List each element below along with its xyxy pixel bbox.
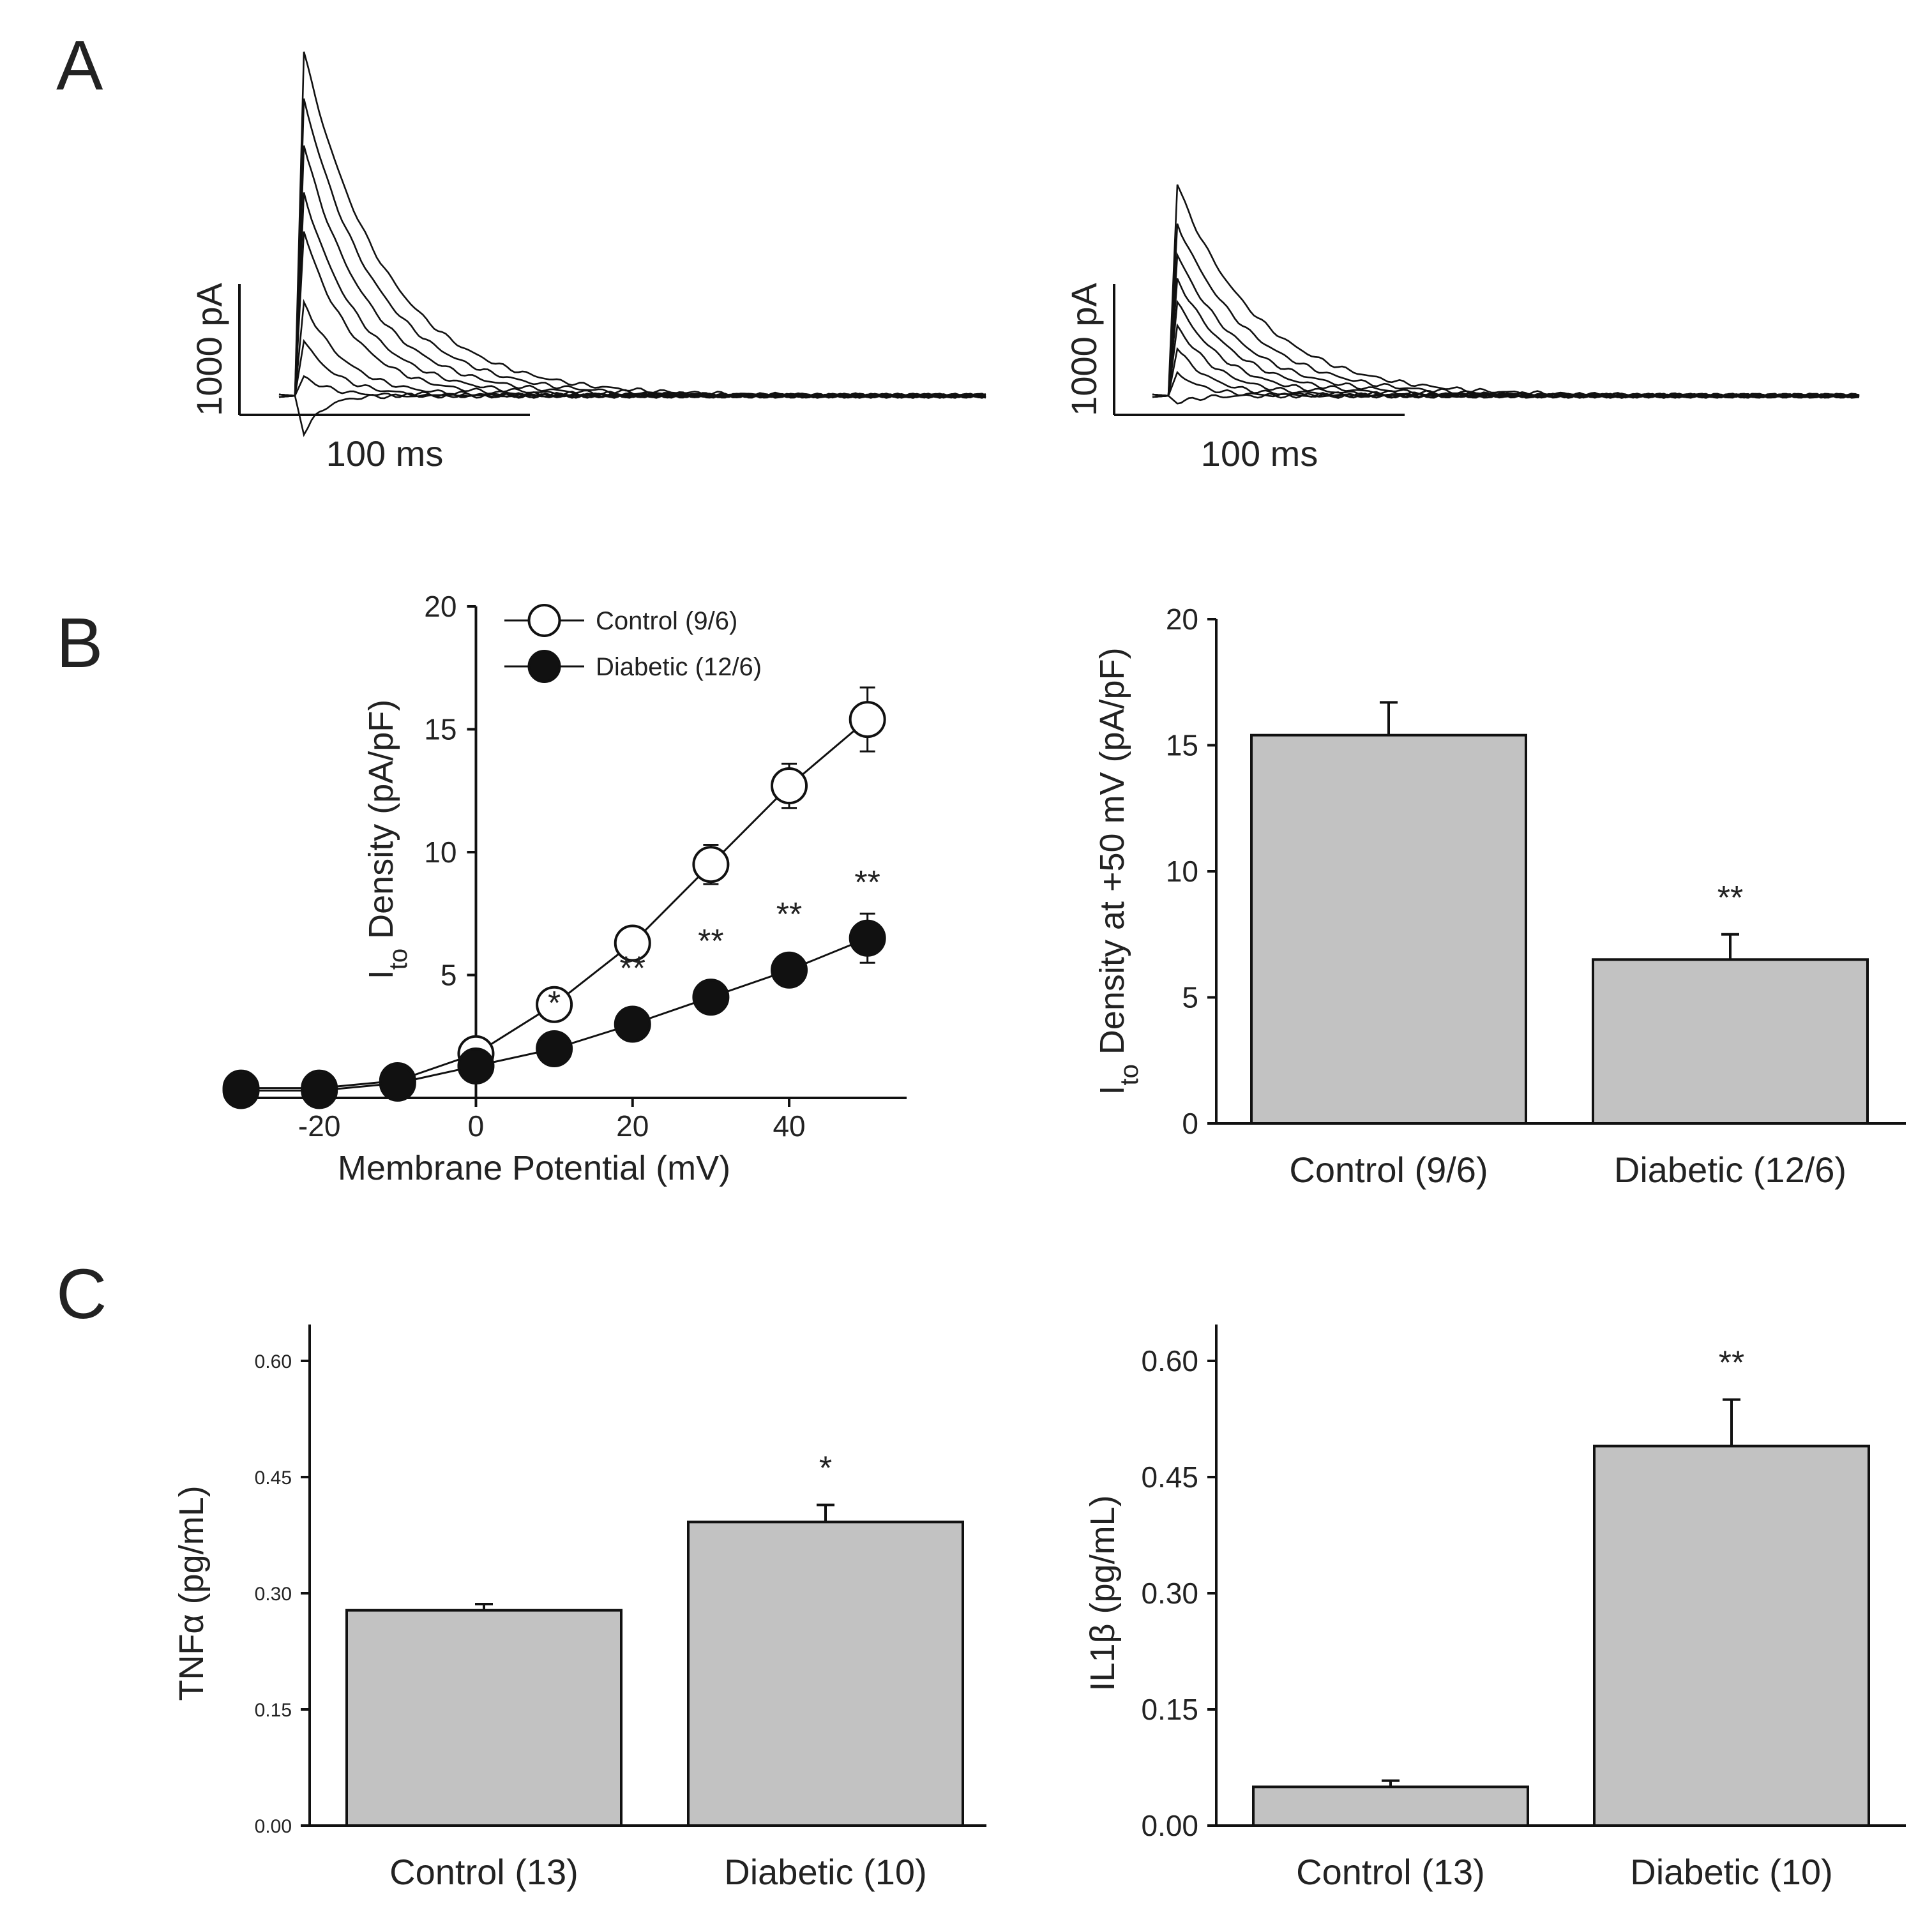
scalebar-x-label: 100 ms bbox=[1201, 433, 1318, 474]
category-label: Control (13) bbox=[1296, 1852, 1485, 1892]
x-axis-label: Membrane Potential (mV) bbox=[338, 1149, 730, 1187]
bar bbox=[687, 1520, 964, 1827]
y-tick-label: 5 bbox=[441, 959, 457, 992]
current-trace bbox=[278, 51, 986, 399]
data-point bbox=[771, 951, 808, 989]
y-axis-label-rest: Density (pA/pF) bbox=[362, 700, 400, 949]
significance-marker: ** bbox=[1719, 1345, 1744, 1382]
current-trace bbox=[278, 231, 986, 399]
bar bbox=[1593, 1445, 1870, 1827]
x-tick-label: 20 bbox=[616, 1109, 649, 1143]
y-tick-label: 0.15 bbox=[1141, 1693, 1198, 1726]
bar bbox=[1592, 958, 1869, 1125]
y-tick-label: 0.00 bbox=[255, 1816, 292, 1837]
y-tick-label: 10 bbox=[1166, 855, 1198, 888]
panel-letter-c: C bbox=[56, 1255, 107, 1333]
y-tick-label: 15 bbox=[424, 713, 457, 746]
chart-b-right: 0 5 10 15 20 Control (9/6) Diabetic (12/6) ** It… bbox=[1093, 603, 1906, 1190]
chart-c-left: 0.00 0.15 0.30 0.45 0.60 Control (13) Diabetic… bbox=[172, 1325, 986, 1892]
significance-marker: ** bbox=[1717, 880, 1743, 917]
chart-a-left: 1000 pA 100 ms bbox=[189, 51, 986, 474]
category-label: Control (13) bbox=[389, 1852, 578, 1892]
chart-b-left: -20 0 20 40 5 10 15 20 Membrane Potential (mV) It… bbox=[222, 590, 907, 1187]
significance-marker: ** bbox=[776, 896, 802, 933]
y-tick-label: 0.45 bbox=[255, 1467, 292, 1489]
y-axis-label-sub: to bbox=[384, 949, 412, 970]
y-axis-label-main: I bbox=[1093, 1086, 1131, 1095]
category-label: Control (9/6) bbox=[1289, 1150, 1488, 1190]
y-tick-label: 10 bbox=[424, 836, 457, 869]
data-point bbox=[849, 701, 886, 739]
y-tick-label: 20 bbox=[424, 590, 457, 623]
y-tick-label: 0.15 bbox=[255, 1700, 292, 1721]
y-axis-label: Ito Density at +50 mV (pA/pF) bbox=[1093, 647, 1143, 1095]
legend-marker bbox=[527, 650, 561, 683]
x-tick-label: 0 bbox=[468, 1109, 485, 1143]
y-tick-label: 0.60 bbox=[1141, 1344, 1198, 1377]
data-point bbox=[222, 1072, 260, 1109]
data-point bbox=[536, 986, 573, 1023]
x-tick-label: -20 bbox=[298, 1109, 340, 1143]
current-trace bbox=[1152, 223, 1860, 399]
y-tick-label: 5 bbox=[1182, 981, 1198, 1014]
y-tick-label: 0.60 bbox=[255, 1351, 292, 1372]
panel-letter-a: A bbox=[56, 26, 103, 105]
significance-marker: * bbox=[548, 985, 561, 1022]
significance-marker: ** bbox=[698, 923, 723, 960]
y-tick-label: 0.30 bbox=[255, 1584, 292, 1605]
category-label: Diabetic (10) bbox=[1630, 1852, 1832, 1892]
data-point bbox=[614, 924, 651, 962]
current-trace bbox=[1152, 184, 1860, 399]
data-point bbox=[301, 1072, 338, 1109]
data-point bbox=[771, 767, 808, 805]
y-tick-label: 0.30 bbox=[1141, 1577, 1198, 1610]
y-tick-label: 0 bbox=[1182, 1107, 1198, 1140]
x-tick-label: 40 bbox=[773, 1109, 805, 1143]
bar bbox=[345, 1609, 623, 1828]
current-trace bbox=[1152, 278, 1860, 399]
current-trace bbox=[1152, 323, 1860, 399]
data-point bbox=[849, 919, 886, 957]
bar bbox=[1252, 1785, 1529, 1827]
y-axis-label-rest: Density at +50 mV (pA/pF) bbox=[1093, 647, 1131, 1064]
y-tick-label: 0.45 bbox=[1141, 1460, 1198, 1494]
chart-a-right: 1000 pA 100 ms bbox=[1064, 184, 1860, 474]
legend-label: Diabetic (12/6) bbox=[596, 653, 762, 681]
significance-marker: * bbox=[819, 1450, 832, 1487]
current-trace bbox=[278, 192, 986, 399]
scalebar-y-label: 1000 pA bbox=[189, 283, 229, 416]
data-point bbox=[692, 846, 730, 883]
category-label: Diabetic (12/6) bbox=[1614, 1150, 1846, 1190]
y-axis-label-main: I bbox=[362, 970, 400, 979]
panel-letter-b: B bbox=[56, 604, 103, 682]
scalebar-x-label: 100 ms bbox=[326, 433, 444, 474]
scalebar-y-label: 1000 pA bbox=[1064, 283, 1104, 416]
y-tick-label: 0.00 bbox=[1141, 1809, 1198, 1842]
y-tick-label: 20 bbox=[1166, 603, 1198, 636]
data-point bbox=[614, 1005, 651, 1043]
current-trace bbox=[278, 299, 986, 399]
legend-label: Control (9/6) bbox=[596, 607, 737, 635]
data-point bbox=[379, 1064, 416, 1102]
y-axis-label-sub: to bbox=[1115, 1064, 1143, 1085]
data-point bbox=[536, 1030, 573, 1067]
y-tick-label: 15 bbox=[1166, 729, 1198, 762]
current-trace bbox=[278, 145, 986, 399]
y-axis-label: Ito Density (pA/pF) bbox=[362, 700, 412, 979]
category-label: Diabetic (10) bbox=[724, 1852, 926, 1892]
data-point bbox=[692, 979, 730, 1016]
chart-c-right: 0.00 0.15 0.30 0.45 0.60 Control (13) Diabetic… bbox=[1083, 1325, 1906, 1892]
significance-marker: ** bbox=[854, 864, 880, 901]
legend-marker bbox=[527, 604, 561, 637]
data-point bbox=[457, 1047, 495, 1085]
significance-marker: ** bbox=[620, 950, 645, 987]
y-axis-label: IL1β (pg/mL) bbox=[1083, 1495, 1122, 1691]
current-trace bbox=[278, 98, 986, 399]
y-axis-label: TNFα (pg/mL) bbox=[172, 1485, 211, 1700]
bar bbox=[1250, 733, 1527, 1125]
